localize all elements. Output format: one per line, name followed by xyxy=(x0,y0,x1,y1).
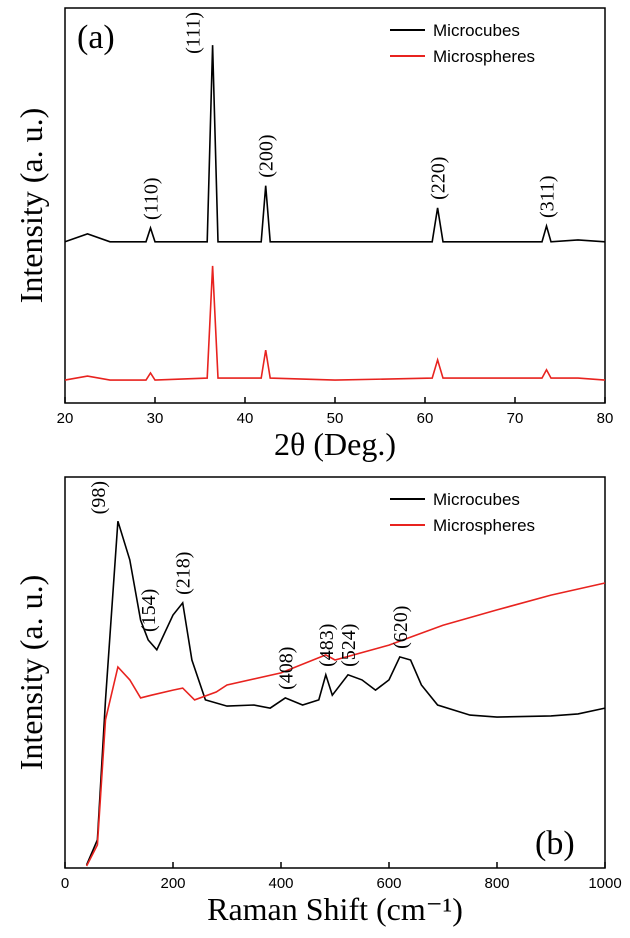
y-axis-label: Intensity (a. u.) xyxy=(13,108,49,304)
legend-label: Microcubes xyxy=(433,490,520,509)
x-tick-label: 30 xyxy=(147,410,164,427)
peak-label: (200) xyxy=(256,134,278,177)
x-tick-label: 50 xyxy=(327,410,344,427)
peak-label: (408) xyxy=(275,647,297,690)
x-tick-label: 0 xyxy=(61,875,69,892)
x-tick-label: 20 xyxy=(57,410,74,427)
peak-label: (111) xyxy=(183,12,205,54)
series-line xyxy=(85,582,606,867)
x-tick-label: 40 xyxy=(237,410,254,427)
series-line xyxy=(64,265,606,381)
x-tick-label: 400 xyxy=(268,875,293,892)
x-tick-label: 200 xyxy=(160,875,185,892)
series-line xyxy=(64,45,606,243)
x-tick-label: 60 xyxy=(417,410,434,427)
panel-label: (a) xyxy=(77,19,115,56)
x-tick-label: 1000 xyxy=(588,875,621,892)
legend-label: Microcubes xyxy=(433,21,520,40)
peak-label: (110) xyxy=(141,177,163,220)
x-tick-label: 70 xyxy=(507,410,524,427)
peak-label: (483) xyxy=(316,624,338,667)
peak-label: (524) xyxy=(338,624,360,667)
legend-label: Microspheres xyxy=(433,516,535,535)
peak-label: (98) xyxy=(88,481,110,514)
peak-label: (220) xyxy=(428,157,450,200)
plot-frame xyxy=(64,476,606,869)
peak-label: (311) xyxy=(537,175,559,218)
x-axis-label: Raman Shift (cm⁻¹) xyxy=(207,891,463,927)
peak-label: (620) xyxy=(390,606,412,649)
peak-label: (218) xyxy=(173,552,195,595)
x-tick-label: 600 xyxy=(376,875,401,892)
series-line xyxy=(85,520,606,866)
x-axis-label: 2θ (Deg.) xyxy=(274,426,396,462)
x-tick-label: 800 xyxy=(484,875,509,892)
x-tick-label: 80 xyxy=(597,410,614,427)
peak-label: (154) xyxy=(138,589,160,632)
legend-label: Microspheres xyxy=(433,47,535,66)
y-axis-label: Intensity (a. u.) xyxy=(13,575,49,771)
panel-label: (b) xyxy=(535,825,575,862)
